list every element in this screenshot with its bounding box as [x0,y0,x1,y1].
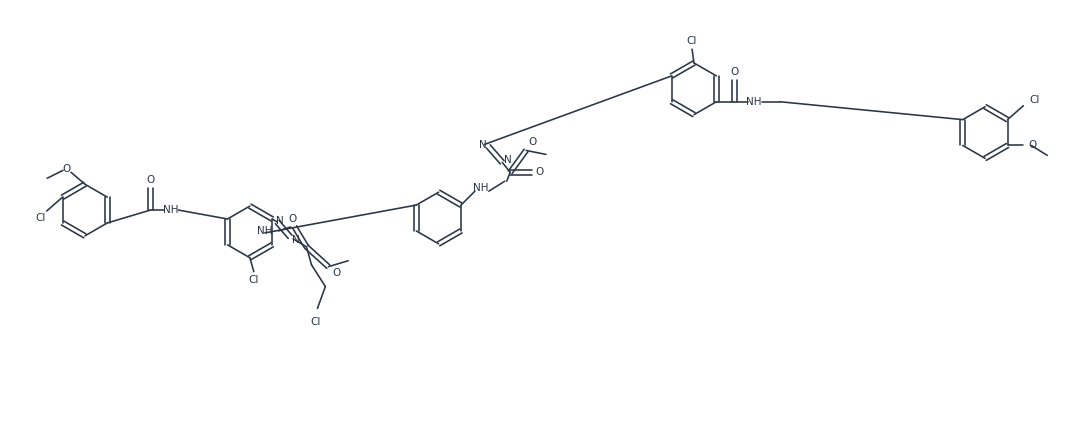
Text: Cl: Cl [1029,95,1040,105]
Text: NH: NH [163,205,178,215]
Text: O: O [1028,140,1037,150]
Text: O: O [147,175,154,185]
Text: NH: NH [257,226,273,236]
Text: Cl: Cl [248,275,259,285]
Text: Cl: Cl [687,36,697,46]
Text: Cl: Cl [311,317,320,327]
Text: O: O [288,214,297,224]
Text: O: O [62,164,70,174]
Text: NH: NH [747,97,762,107]
Text: O: O [536,167,544,177]
Text: Cl: Cl [36,213,46,223]
Text: N: N [479,140,487,150]
Text: NH: NH [474,183,489,193]
Text: N: N [292,235,300,245]
Text: N: N [276,216,284,226]
Text: N: N [504,155,511,165]
Text: O: O [332,268,341,278]
Text: O: O [730,67,738,77]
Text: O: O [528,137,536,147]
